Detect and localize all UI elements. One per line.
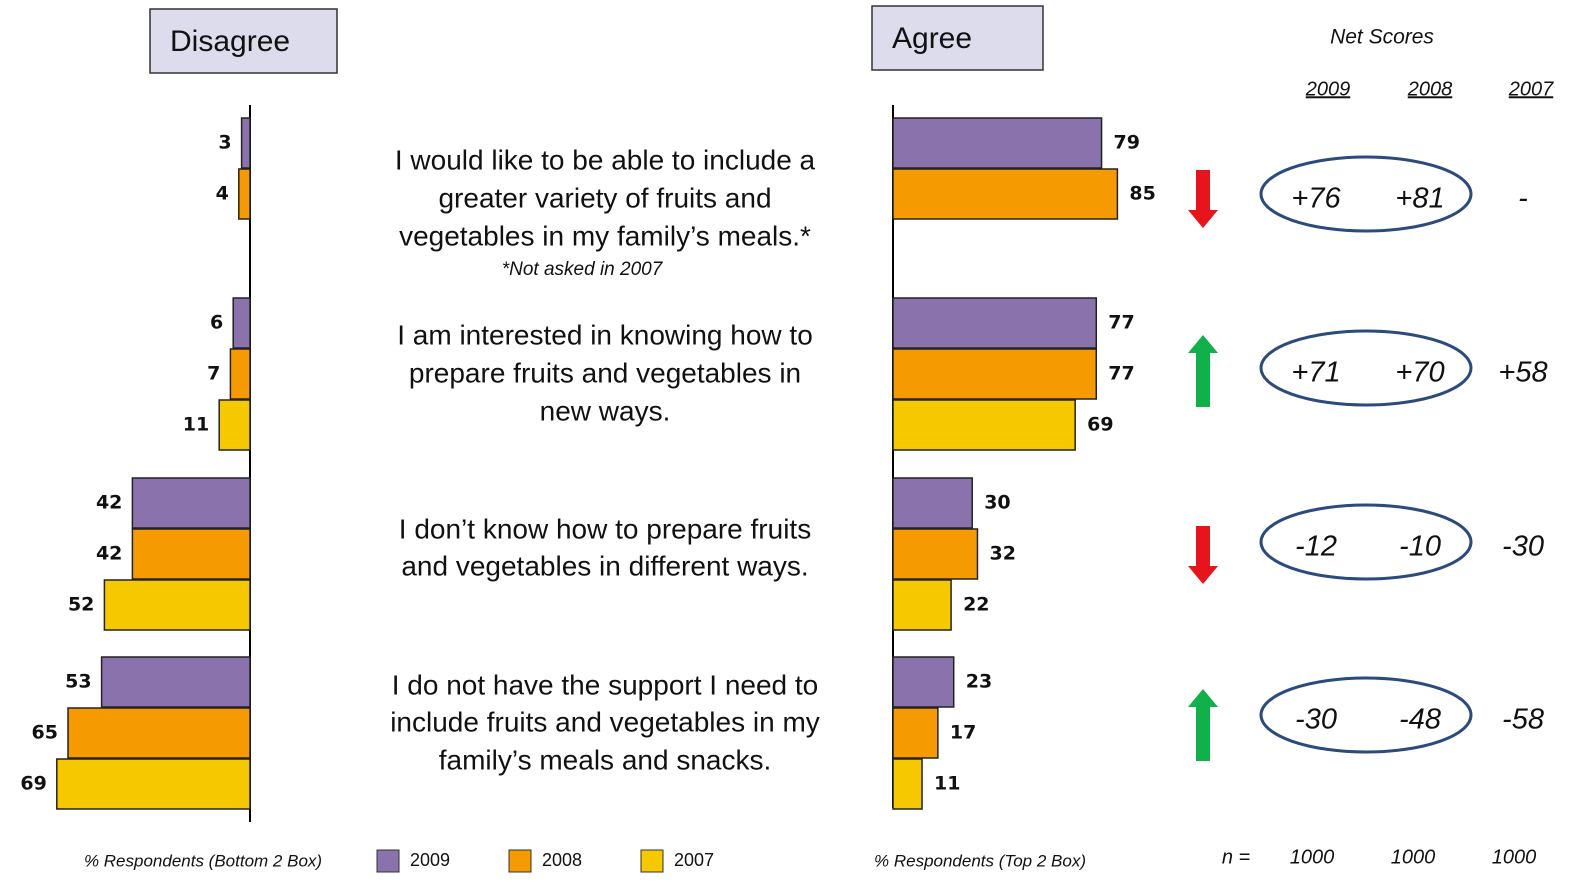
value-label: 23 [966, 671, 992, 693]
net-score: +76 [1291, 183, 1341, 215]
net-score: +70 [1395, 357, 1444, 389]
title-box [871, 5, 1044, 71]
net-score: -58 [1502, 704, 1544, 736]
score-ring [1259, 155, 1473, 233]
value-label: 65 [32, 722, 58, 744]
value-label: 77 [1108, 312, 1134, 334]
value-label: 22 [963, 594, 989, 616]
legend-label: 2007 [674, 850, 714, 870]
panel-title: Agree [892, 22, 972, 55]
value-label: 69 [1087, 414, 1113, 436]
statement-line: family’s meals and snacks. [439, 744, 772, 775]
bar [892, 579, 952, 631]
bar [103, 579, 251, 631]
statement-line: new ways. [540, 395, 671, 426]
panel-title: Disagree [170, 25, 290, 58]
legend-swatch [376, 849, 400, 873]
net-score: -30 [1295, 704, 1337, 736]
bar [892, 528, 979, 580]
bar [131, 528, 251, 580]
net-scores-title: Net Scores [1330, 26, 1434, 49]
value-label: 30 [984, 492, 1010, 514]
net-score: - [1518, 183, 1528, 215]
bar [892, 297, 1098, 349]
value-label: 52 [68, 594, 94, 616]
net-score: +81 [1395, 183, 1444, 215]
net-score: +58 [1498, 357, 1547, 389]
x-axis-label: % Respondents (Bottom 2 Box) [84, 851, 322, 870]
trend-arrow [1188, 170, 1218, 228]
value-label: 32 [989, 543, 1015, 565]
value-label: 6 [210, 312, 223, 334]
statement-line: include fruits and vegetables in my [390, 706, 820, 737]
net-score: -10 [1399, 531, 1441, 563]
score-ring [1259, 676, 1473, 754]
value-label: 11 [934, 773, 960, 795]
bar [892, 656, 955, 708]
statement-line: prepare fruits and vegetables in [409, 357, 801, 388]
bar [240, 117, 251, 169]
bar [218, 399, 251, 451]
legend-label: 2008 [542, 850, 582, 870]
bar [238, 168, 251, 220]
bar [892, 399, 1076, 451]
value-label: 53 [65, 671, 91, 693]
trend-arrow [1188, 335, 1218, 407]
bar [229, 348, 251, 400]
value-label: 7 [207, 363, 220, 385]
legend-swatch [508, 849, 532, 873]
statement-line: I would like to be able to include a [395, 144, 816, 175]
bar [892, 348, 1098, 400]
n-label: n = [1222, 846, 1250, 868]
title-box [149, 8, 338, 74]
net-score: -12 [1295, 531, 1337, 563]
trend-arrow [1188, 526, 1218, 584]
legend-swatch [640, 849, 664, 873]
statement-line: greater variety of fruits and [438, 182, 771, 213]
n-value: 1000 [1391, 846, 1436, 868]
bar [232, 297, 251, 349]
value-label: 42 [96, 543, 122, 565]
value-label: 69 [20, 773, 46, 795]
statement-line: and vegetables in different ways. [401, 550, 808, 581]
net-score: -48 [1399, 704, 1441, 736]
net-score: +71 [1291, 357, 1340, 389]
value-label: 3 [218, 132, 231, 154]
score-ring [1259, 503, 1473, 581]
bar [131, 477, 251, 529]
score-ring [1259, 329, 1473, 407]
net-score: -30 [1502, 531, 1544, 563]
bar [892, 168, 1119, 220]
bar [892, 477, 973, 529]
statement-line: I do not have the support I need to [392, 669, 819, 700]
value-label: 11 [183, 414, 209, 436]
year-header: 2009 [1305, 78, 1351, 100]
trend-arrow [1188, 689, 1218, 761]
n-value: 1000 [1290, 846, 1335, 868]
year-header: 2007 [1508, 78, 1554, 100]
statement-line: vegetables in my family’s meals.* [399, 220, 811, 251]
year-header: 2008 [1407, 78, 1453, 100]
value-label: 77 [1108, 363, 1134, 385]
bar [56, 758, 251, 810]
legend-label: 2009 [410, 850, 450, 870]
value-label: 85 [1129, 183, 1155, 205]
statement-line: I am interested in knowing how to [397, 319, 813, 350]
footnote: *Not asked in 2007 [502, 259, 664, 280]
value-label: 79 [1114, 132, 1140, 154]
bar [892, 117, 1103, 169]
value-label: 17 [950, 722, 976, 744]
bar [892, 707, 939, 759]
bar [67, 707, 251, 759]
x-axis-label: % Respondents (Top 2 Box) [874, 851, 1086, 870]
statement-line: I don’t know how to prepare fruits [399, 513, 811, 544]
bar [100, 656, 251, 708]
value-label: 42 [96, 492, 122, 514]
bar [892, 758, 923, 810]
value-label: 4 [216, 183, 229, 205]
n-value: 1000 [1492, 846, 1537, 868]
